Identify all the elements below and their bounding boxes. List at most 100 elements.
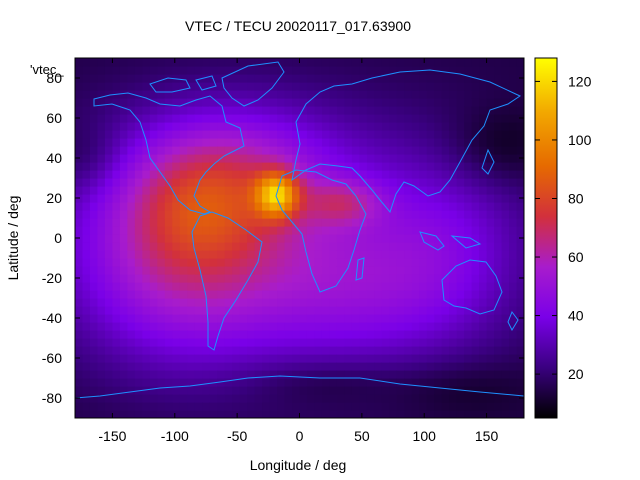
heatmap-cell — [97, 234, 106, 243]
heatmap-cell — [104, 98, 114, 107]
heatmap-cell — [277, 394, 286, 403]
heatmap-cell — [419, 74, 428, 83]
heatmap-cell — [486, 330, 495, 339]
heatmap-cell — [217, 370, 226, 379]
heatmap-cell — [217, 194, 226, 203]
heatmap-cell — [172, 298, 181, 307]
heatmap-cell — [232, 130, 241, 139]
heatmap-cell — [209, 274, 218, 283]
heatmap-cell — [217, 306, 226, 315]
heatmap-cell — [389, 138, 398, 147]
heatmap-cell — [471, 90, 480, 99]
heatmap-cell — [262, 178, 271, 187]
heatmap-cell — [97, 314, 106, 323]
heatmap-cell — [202, 74, 211, 83]
heatmap-cell — [127, 290, 136, 299]
heatmap-cell — [396, 242, 405, 251]
heatmap-cell — [172, 354, 181, 363]
heatmap-cell — [112, 362, 121, 371]
heatmap-cell — [516, 362, 524, 371]
heatmap-cell — [456, 234, 465, 243]
heatmap-cell — [494, 74, 503, 83]
heatmap-cell — [194, 74, 203, 83]
heatmap-cell — [232, 282, 241, 291]
heatmap-cell — [344, 370, 353, 379]
heatmap-cell — [209, 298, 218, 307]
heatmap-cell — [299, 186, 308, 195]
heatmap-cell — [209, 242, 218, 251]
heatmap-cell — [142, 250, 151, 259]
heatmap-cell — [75, 186, 84, 195]
heatmap-cell — [396, 274, 405, 283]
heatmap-cell — [127, 282, 136, 291]
heatmap-cell — [172, 66, 181, 75]
heatmap-cell — [456, 322, 465, 331]
heatmap-cell — [329, 98, 338, 107]
heatmap-cell — [359, 314, 368, 323]
heatmap-cell — [75, 90, 84, 99]
heatmap-cell — [314, 306, 323, 315]
heatmap-cell — [134, 370, 143, 379]
heatmap-cell — [404, 290, 413, 299]
heatmap-cell — [179, 138, 188, 147]
heatmap-cell — [396, 210, 405, 219]
heatmap-cell — [479, 66, 488, 75]
heatmap-cell — [89, 306, 99, 315]
heatmap-cell — [164, 106, 173, 115]
heatmap-cell — [134, 130, 143, 139]
heatmap-cell — [292, 66, 301, 75]
heatmap-cell — [501, 106, 510, 115]
heatmap-cell — [172, 170, 181, 179]
heatmap-cell — [224, 106, 233, 115]
heatmap-cell — [509, 346, 518, 355]
heatmap-cell — [119, 130, 128, 139]
heatmap-cell — [374, 354, 383, 363]
heatmap-cell — [104, 186, 114, 195]
heatmap-cell — [157, 266, 166, 275]
heatmap-cell — [164, 58, 173, 67]
heatmap-cell — [456, 154, 465, 163]
heatmap-cell — [89, 210, 99, 219]
heatmap-cell — [411, 194, 420, 203]
heatmap-cell — [89, 138, 99, 147]
heatmap-cell — [336, 114, 345, 123]
heatmap-cell — [247, 378, 256, 387]
heatmap-cell — [157, 66, 166, 75]
heatmap-cell — [224, 386, 233, 395]
heatmap-cell — [344, 82, 353, 91]
heatmap-cell — [269, 146, 278, 155]
heatmap-cell — [494, 290, 503, 299]
heatmap-cell — [172, 146, 181, 155]
heatmap-cell — [292, 130, 301, 139]
heatmap-cell — [456, 330, 465, 339]
heatmap-cell — [404, 394, 413, 403]
heatmap-cell — [254, 210, 263, 219]
heatmap-cell — [389, 322, 398, 331]
heatmap-cell — [351, 90, 360, 99]
heatmap-cell — [89, 338, 99, 347]
heatmap-cell — [134, 58, 143, 67]
heatmap-cell — [217, 314, 226, 323]
heatmap-cell — [486, 386, 495, 395]
heatmap-cell — [299, 290, 308, 299]
heatmap-cell — [366, 82, 375, 91]
heatmap-cell — [299, 354, 308, 363]
heatmap-cell — [314, 98, 323, 107]
heatmap-cell — [247, 290, 256, 299]
heatmap-cell — [142, 130, 151, 139]
heatmap-cell — [374, 258, 383, 267]
heatmap-cell — [516, 106, 524, 115]
heatmap-cell — [479, 330, 488, 339]
heatmap-cell — [75, 202, 84, 211]
heatmap-cell — [464, 98, 473, 107]
heatmap-cell — [486, 338, 495, 347]
heatmap-cell — [306, 66, 316, 75]
heatmap-cell — [351, 162, 360, 171]
heatmap-cell — [127, 178, 136, 187]
heatmap-cell — [509, 210, 518, 219]
heatmap-cell — [299, 394, 308, 403]
heatmap-cell — [82, 234, 91, 243]
heatmap-cell — [142, 322, 151, 331]
heatmap-cell — [262, 154, 271, 163]
heatmap-cell — [97, 58, 106, 67]
